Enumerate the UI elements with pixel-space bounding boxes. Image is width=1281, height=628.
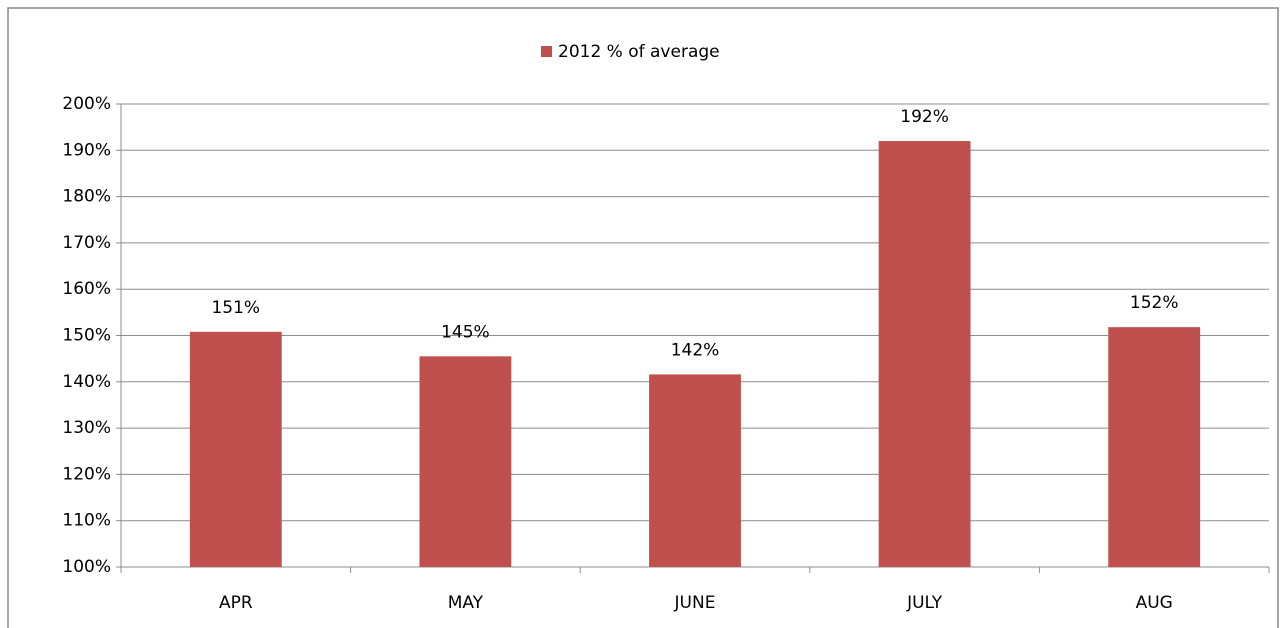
- x-tick-label: JUNE: [674, 593, 716, 613]
- data-label: 151%: [211, 298, 260, 318]
- data-label: 142%: [671, 340, 720, 360]
- bar: [649, 374, 741, 567]
- data-label: 192%: [900, 107, 949, 127]
- y-tick-label: 110%: [62, 511, 111, 531]
- bar: [419, 356, 512, 567]
- y-tick-label: 190%: [62, 140, 111, 160]
- y-tick-label: 180%: [62, 187, 111, 207]
- legend-swatch: [541, 46, 552, 57]
- x-tick-label: MAY: [448, 593, 484, 613]
- y-tick-label: 160%: [62, 279, 111, 299]
- y-tick-label: 100%: [62, 557, 111, 577]
- chart-frame: [7, 7, 1279, 628]
- y-tick-label: 120%: [62, 464, 111, 484]
- data-label: 145%: [441, 322, 490, 342]
- x-tick-label: JULY: [906, 593, 943, 613]
- y-tick-label: 150%: [62, 326, 111, 346]
- x-tick-label: AUG: [1136, 593, 1173, 613]
- bar: [878, 141, 971, 568]
- bar: [1108, 327, 1201, 567]
- legend-label: 2012 % of average: [558, 42, 720, 62]
- y-tick-label: 170%: [62, 233, 111, 253]
- data-label: 152%: [1130, 293, 1179, 313]
- y-tick-label: 200%: [62, 94, 111, 114]
- bar: [189, 331, 282, 567]
- y-tick-label: 130%: [62, 418, 111, 438]
- x-tick-label: APR: [219, 593, 253, 613]
- y-tick-label: 140%: [62, 372, 111, 392]
